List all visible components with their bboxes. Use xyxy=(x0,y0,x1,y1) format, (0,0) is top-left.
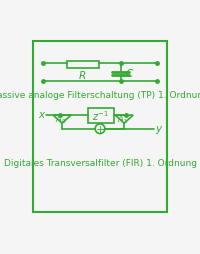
Text: C: C xyxy=(126,69,133,79)
Text: Passive analoge Filterschaltung (TP) 1. Ordnung: Passive analoge Filterschaltung (TP) 1. … xyxy=(0,90,200,99)
Bar xyxy=(88,108,114,123)
Text: +: + xyxy=(95,124,105,134)
Text: $z^{-1}$: $z^{-1}$ xyxy=(92,109,109,122)
Bar xyxy=(67,61,99,69)
Text: R: R xyxy=(79,70,86,80)
Text: $A_1$: $A_1$ xyxy=(117,113,128,125)
Text: Digitales Transversalfilter (FIR) 1. Ordnung: Digitales Transversalfilter (FIR) 1. Ord… xyxy=(4,158,196,167)
Text: $A_0$: $A_0$ xyxy=(55,113,66,125)
Text: x: x xyxy=(38,110,44,120)
Text: y: y xyxy=(155,123,161,134)
